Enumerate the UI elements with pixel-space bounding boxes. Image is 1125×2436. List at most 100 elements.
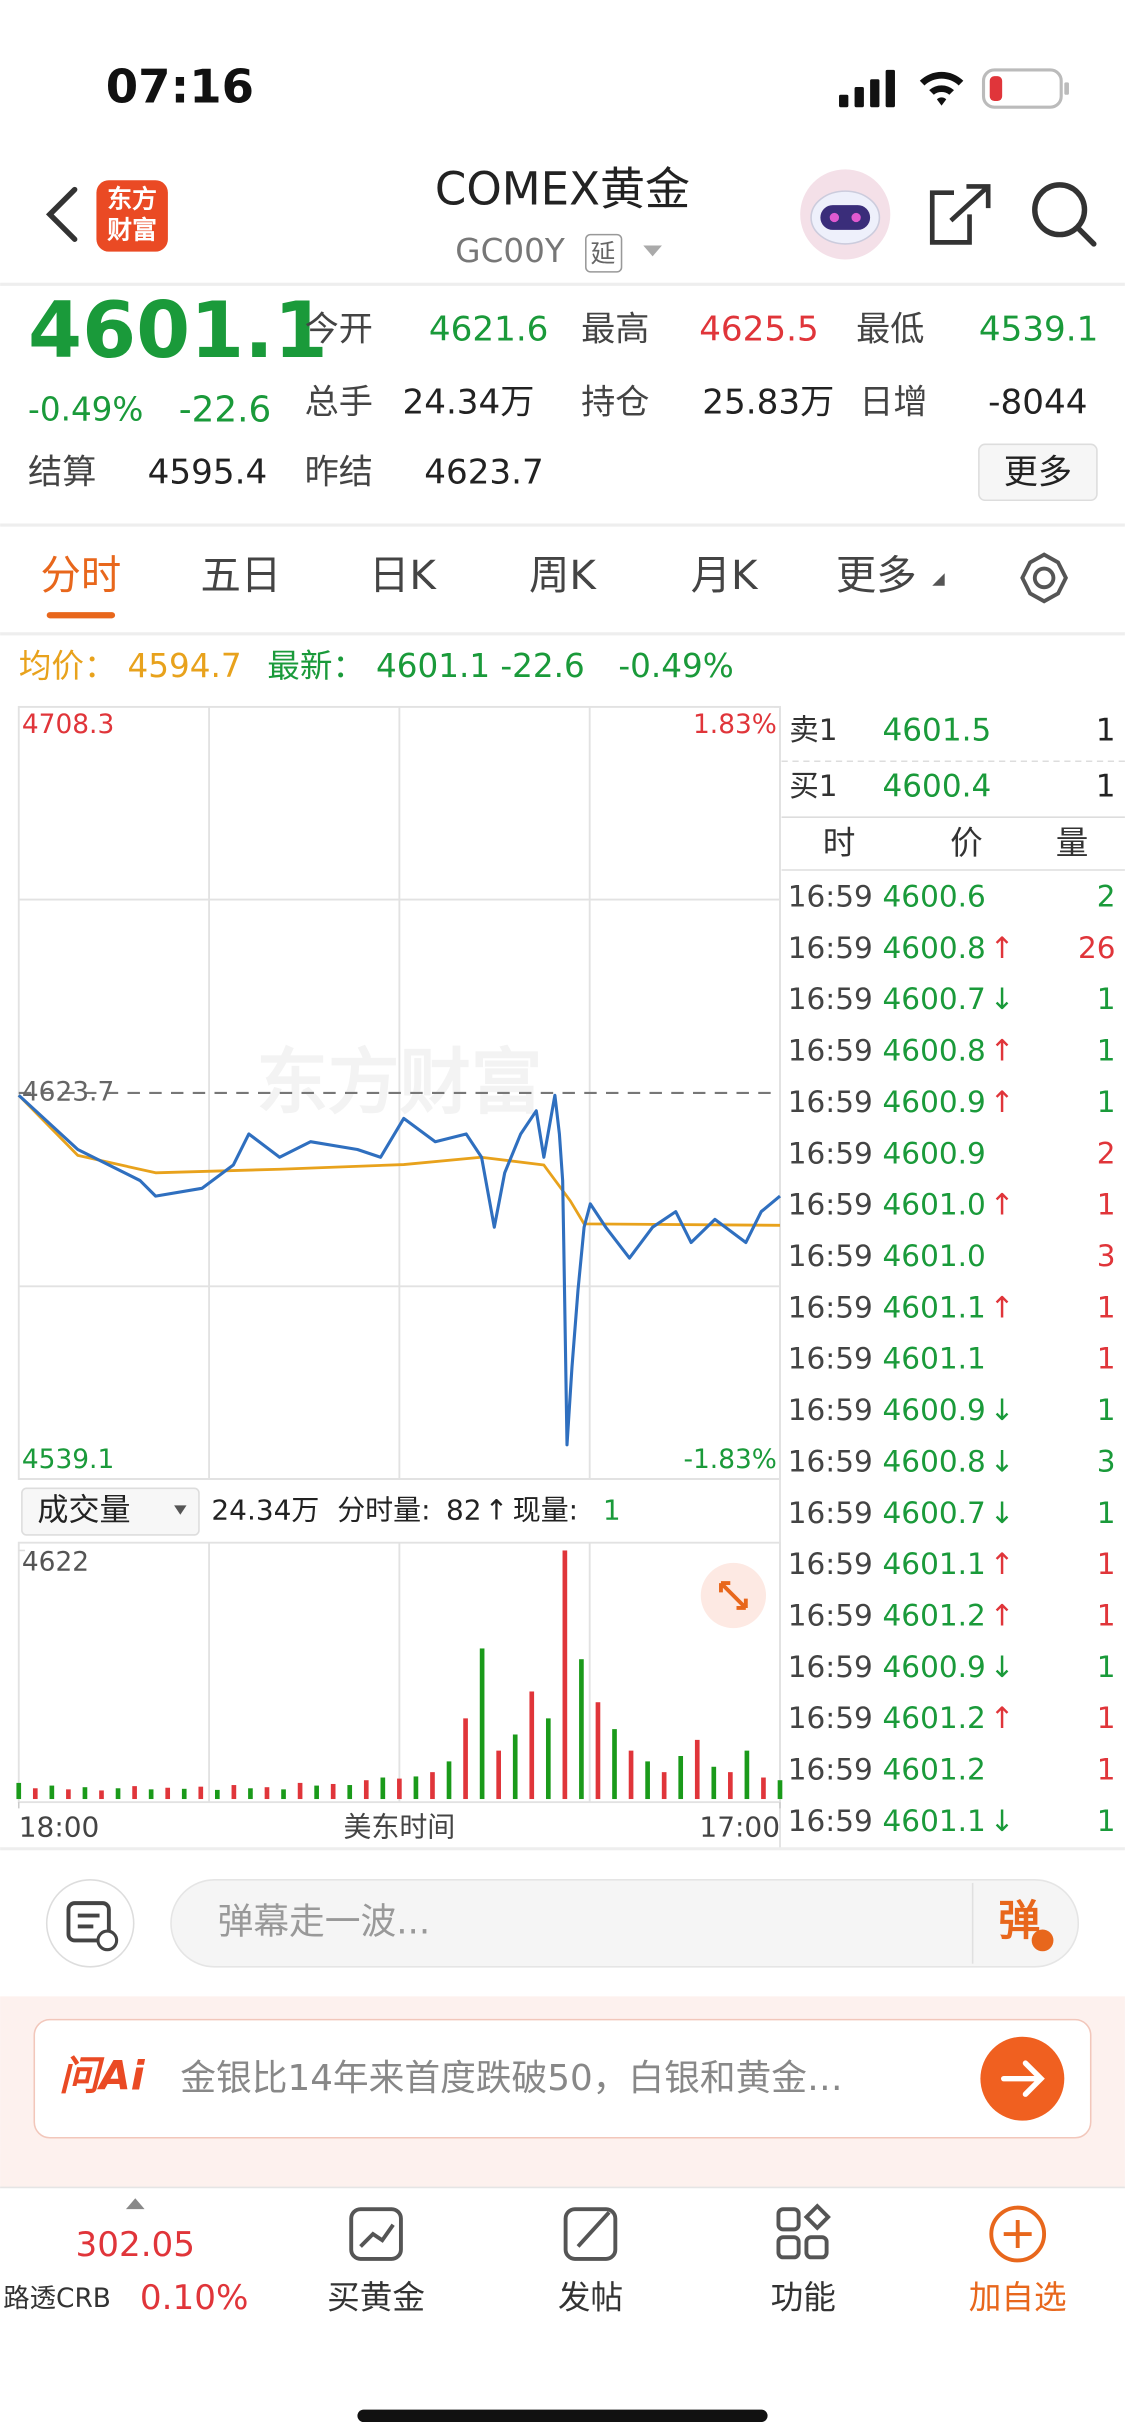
more-button-label[interactable]: 更多 — [1004, 452, 1072, 492]
tab-bar-item[interactable]: 发帖 — [558, 2278, 623, 2316]
volume-title[interactable]: 成交量 — [37, 1493, 130, 1529]
field-label: 持仓 — [581, 382, 649, 422]
ai-text[interactable]: 金银比14年来首度跌破50，白银和黄金… — [180, 2058, 842, 2099]
volume-bar — [545, 1718, 551, 1800]
y2-tick-label: 1.83% — [693, 709, 777, 740]
tab[interactable]: 日K — [369, 552, 437, 599]
expand-button[interactable] — [700, 1562, 767, 1629]
tab[interactable]: 更多 — [836, 552, 917, 599]
trade-time: 16:59 — [788, 1599, 873, 1633]
trade-arrow: ↑ — [990, 1034, 1015, 1068]
book-label: 买1 — [789, 769, 837, 803]
field-label: 日增 — [859, 382, 927, 422]
trade-volume: 1 — [1097, 1393, 1116, 1427]
trade-price: 4601.1 — [883, 1547, 986, 1581]
volume-bar — [198, 1786, 204, 1800]
change: -22.6 — [179, 390, 271, 431]
back-button[interactable] — [45, 186, 78, 242]
y-tick-label: 4539.1 — [22, 1444, 114, 1475]
comment-settings-button[interactable] — [45, 1879, 135, 1968]
comment-placeholder[interactable]: 弹幕走一波... — [218, 1901, 431, 1942]
comment-input[interactable] — [170, 1879, 1080, 1968]
trade-price: 4601.1 — [883, 1342, 986, 1376]
assistant-avatar[interactable] — [800, 169, 891, 260]
trade-price: 4601.2 — [883, 1599, 986, 1633]
volume-bar — [32, 1788, 38, 1800]
volume-bar — [430, 1772, 435, 1800]
trade-price: 4601.1 — [883, 1290, 986, 1324]
trade-column: 量 — [1056, 824, 1089, 862]
tab-more-icon — [932, 573, 945, 586]
y2-tick-label: -1.83% — [683, 1444, 776, 1475]
tab[interactable]: 五日 — [201, 552, 282, 599]
ai-banner[interactable] — [33, 2018, 1092, 2139]
y-tick-label: 4622 — [22, 1546, 89, 1577]
trade-column: 时 — [823, 824, 856, 862]
logo-line: 东方 — [107, 184, 157, 213]
trade-volume: 2 — [1097, 1136, 1116, 1170]
trade-volume: 26 — [1078, 931, 1116, 965]
index-value[interactable]: 302.05 — [76, 2225, 196, 2265]
buy-gold-icon[interactable] — [349, 2207, 403, 2261]
field-label: 总手 — [305, 382, 373, 422]
dropdown-icon[interactable] — [174, 1505, 187, 1515]
last-price: 4601.1 — [28, 286, 328, 376]
current-volume-label: 现量: — [513, 1494, 578, 1527]
trade-volume: 1 — [1097, 1342, 1116, 1376]
add-watchlist-icon[interactable] — [989, 2205, 1047, 2263]
field-value: 25.83万 — [702, 382, 834, 422]
tab-bar-item[interactable]: 买黄金 — [327, 2278, 425, 2316]
collapse-icon[interactable] — [125, 2198, 145, 2210]
reference-label: 4623.7 — [22, 1076, 114, 1107]
volume-total: 24.34万 — [211, 1494, 319, 1527]
volume-selector[interactable] — [21, 1487, 200, 1536]
index-name[interactable]: 路透CRB — [3, 2283, 111, 2314]
index-change[interactable]: 0.10% — [140, 2278, 249, 2318]
trade-time: 16:59 — [788, 1034, 873, 1068]
trade-time: 16:59 — [788, 1547, 873, 1581]
trade-volume: 1 — [1097, 1650, 1116, 1684]
tab[interactable]: 分时 — [41, 552, 122, 599]
trade-arrow: ↓ — [990, 982, 1015, 1016]
volume-bar — [397, 1778, 402, 1800]
field-value: 4539.1 — [979, 309, 1099, 349]
volume-bar — [711, 1766, 717, 1800]
volume-bar — [595, 1702, 601, 1800]
volume-bar — [231, 1785, 237, 1800]
volume-bar — [463, 1718, 468, 1800]
avg-value: 4594.7 — [128, 647, 242, 685]
more-button[interactable] — [978, 443, 1098, 502]
settings-button[interactable] — [1020, 552, 1069, 604]
field-label: 最低 — [856, 309, 924, 349]
search-button[interactable] — [1032, 182, 1097, 247]
volume-bar — [562, 1550, 568, 1800]
tab-bar-item[interactable]: 功能 — [771, 2278, 836, 2316]
tab-bar-item[interactable]: 加自选 — [969, 2278, 1067, 2316]
trade-time: 16:59 — [788, 1290, 873, 1324]
trade-volume: 1 — [1097, 1547, 1116, 1581]
logo-line: 财富 — [107, 215, 157, 244]
x-tick-label: 18:00 — [19, 1811, 100, 1844]
home-indicator — [357, 2409, 768, 2423]
volume-bar — [297, 1782, 303, 1800]
delay-text: 延 — [590, 239, 615, 268]
minute-volume-label: 分时量: — [337, 1494, 430, 1527]
ai-logo: 问Ai — [59, 2053, 146, 2100]
post-icon[interactable] — [563, 2207, 618, 2261]
share-button[interactable] — [929, 184, 991, 245]
trade-time: 16:59 — [788, 1188, 873, 1222]
avg-label: 均价： — [19, 647, 117, 685]
danmaku-badge — [1031, 1929, 1054, 1952]
functions-icon[interactable] — [776, 2203, 831, 2260]
volume-bar — [16, 1782, 22, 1800]
tab[interactable]: 月K — [691, 552, 759, 599]
trade-price: 4600.8 — [883, 931, 986, 965]
dropdown-icon[interactable] — [643, 245, 662, 257]
book-volume: 1 — [1096, 769, 1116, 805]
volume-bar — [479, 1648, 485, 1800]
tab[interactable]: 周K — [529, 552, 597, 599]
trade-arrow: ↓ — [990, 1804, 1015, 1838]
trade-volume: 1 — [1097, 1804, 1116, 1838]
x-axis-label: 美东时间 — [343, 1811, 455, 1844]
